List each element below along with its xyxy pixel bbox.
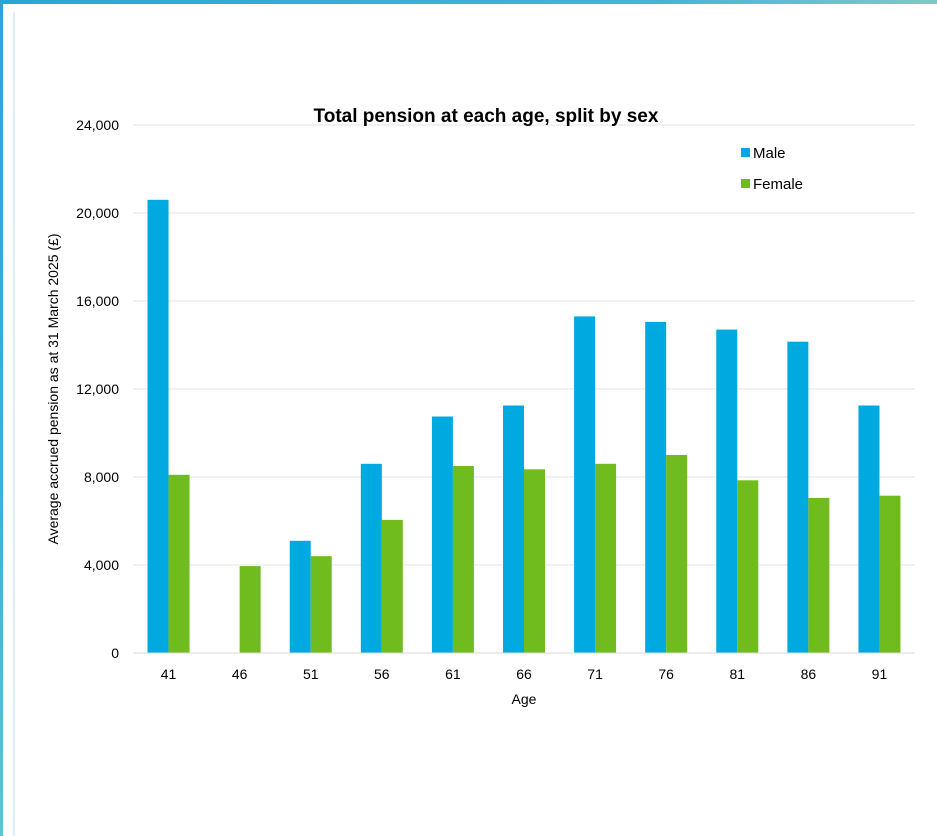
x-tick-label: 56 [374, 666, 390, 682]
bar-female-41 [168, 474, 190, 653]
bar-female-76 [666, 455, 688, 653]
y-axis-ticks: 0 4,000 8,000 12,000 16,000 20,000 24,000 [76, 117, 119, 661]
bar-male-66 [503, 405, 524, 653]
x-tick-label: 46 [232, 666, 248, 682]
bar-male-71 [574, 316, 596, 653]
bar-female-61 [452, 466, 474, 653]
bar-female-81 [737, 480, 759, 653]
y-tick-label: 8,000 [84, 469, 119, 485]
legend-label-female: Female [753, 176, 803, 193]
legend-swatch-female [741, 179, 750, 188]
bar-female-91 [879, 495, 901, 653]
bar-male-91 [858, 405, 880, 653]
y-tick-label: 20,000 [76, 205, 119, 221]
x-axis-label: Age [512, 691, 537, 707]
frame-left-inner-line [13, 12, 15, 836]
bar-male-81 [716, 329, 738, 653]
bars [147, 199, 901, 654]
bar-male-41 [147, 199, 169, 654]
x-axis-ticks: 41 46 51 56 61 66 71 76 81 86 91 [161, 666, 888, 682]
bar-male-86 [787, 341, 809, 653]
x-tick-label: 76 [658, 666, 674, 682]
bar-male-76 [645, 321, 667, 653]
chart-title: Total pension at each age, split by sex [314, 106, 659, 127]
frame-top-border [0, 0, 937, 4]
bar-male-51 [289, 540, 311, 653]
x-tick-label: 41 [161, 666, 177, 682]
legend: Male Female [741, 145, 803, 193]
y-tick-label: 24,000 [76, 117, 119, 133]
legend-swatch-male [741, 148, 750, 157]
y-tick-label: 16,000 [76, 293, 119, 309]
x-tick-label: 86 [801, 666, 817, 682]
legend-label-male: Male [753, 145, 786, 162]
bar-female-56 [381, 519, 403, 653]
bar-female-51 [310, 556, 332, 653]
x-tick-label: 81 [729, 666, 745, 682]
x-tick-label: 71 [587, 666, 603, 682]
bar-female-86 [808, 497, 830, 653]
y-axis-label: Average accrued pension as at 31 March 2… [45, 233, 61, 544]
frame-left-border [0, 0, 3, 836]
x-tick-label: 61 [445, 666, 461, 682]
y-tick-label: 4,000 [84, 557, 119, 573]
y-tick-label: 0 [111, 645, 119, 661]
bar-female-66 [524, 469, 545, 653]
x-tick-label: 91 [872, 666, 888, 682]
bar-female-71 [595, 463, 617, 653]
bar-male-61 [431, 416, 453, 653]
bar-female-46 [239, 566, 261, 653]
x-tick-label: 66 [516, 666, 532, 682]
x-tick-label: 51 [303, 666, 319, 682]
bar-male-56 [360, 463, 382, 653]
y-tick-label: 12,000 [76, 381, 119, 397]
